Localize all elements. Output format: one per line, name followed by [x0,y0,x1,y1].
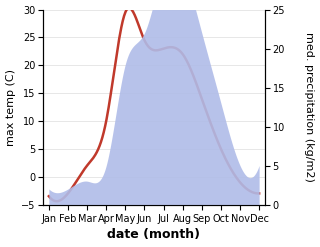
X-axis label: date (month): date (month) [108,228,201,242]
Y-axis label: max temp (C): max temp (C) [5,69,16,145]
Y-axis label: med. precipitation (kg/m2): med. precipitation (kg/m2) [304,32,315,182]
